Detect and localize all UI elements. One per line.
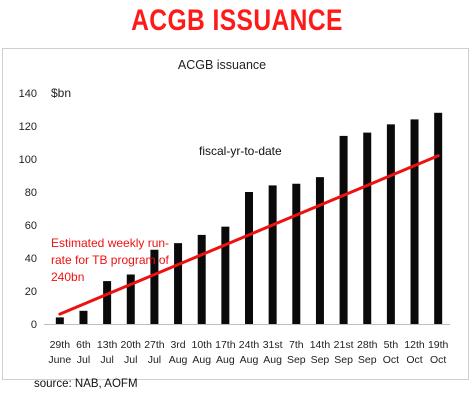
bar [315, 177, 324, 324]
bar [268, 185, 277, 324]
y-tick-label: 100 [19, 154, 37, 166]
x-tick-label: 7th Sep [287, 339, 306, 366]
x-tick-label: 5th Oct [383, 339, 399, 366]
headline: ACGB ISSUANCE [131, 4, 343, 37]
x-tick-label: 28th Sep [357, 339, 378, 366]
y-tick-label: 60 [25, 220, 37, 232]
annotation-run-rate: Estimated weekly run-rate for TB program… [51, 236, 169, 284]
bar [410, 119, 419, 325]
y-tick-label: 40 [25, 253, 37, 265]
y-tick-label: 140 [19, 88, 37, 100]
x-tick-label: 24th Aug [239, 339, 260, 366]
bar [245, 192, 253, 324]
x-tick-label: 6th Jul [76, 339, 91, 366]
x-tick-label: 14th Sep [310, 339, 331, 366]
annotation-run-rate-text: Estimated weekly run-rate for TB program… [51, 236, 169, 284]
y-tick-label: 20 [25, 286, 37, 298]
x-tick-label: 13th Jul [97, 339, 118, 366]
x-tick-label: 17th Aug [215, 339, 236, 366]
x-tick-label: 19th Oct [428, 339, 449, 366]
x-tick-label: 31st Aug [263, 339, 283, 366]
bar [79, 310, 88, 324]
annotation-fiscal-yr-to-date: fiscal-yr-to-date [199, 144, 282, 158]
x-tick-label: 20th Jul [121, 339, 142, 366]
x-tick-label: 27th Jul [144, 339, 165, 366]
bar [363, 132, 372, 324]
bar [434, 112, 443, 324]
y-tick-label: 0 [31, 319, 37, 331]
bar [197, 234, 206, 324]
bar [55, 317, 64, 324]
y-tick-label: 120 [19, 121, 37, 133]
bar [126, 274, 135, 324]
chart-title: ACGB issuance [178, 58, 266, 72]
bar [386, 124, 395, 324]
x-tick-label: 21st Sep [334, 339, 354, 366]
bar [292, 183, 301, 324]
bar [150, 249, 159, 324]
y-tick-labels: 0 20 40 60 80 100 120 140 [19, 88, 37, 331]
bars [55, 112, 443, 325]
x-tick-label: 10th Aug [191, 339, 212, 366]
bar [221, 226, 230, 324]
bar [174, 243, 183, 324]
source-note: source: NAB, AOFM [34, 378, 138, 390]
trend-line [58, 154, 440, 316]
x-tick-label: 3rd Aug [169, 339, 188, 366]
y-tick-label: 80 [25, 187, 37, 199]
bar [103, 281, 112, 324]
bar [339, 135, 348, 324]
y-axis-label: $bn [51, 86, 71, 100]
x-tick-label: 12th Oct [404, 339, 425, 366]
x-tick-label: 29th June [48, 339, 71, 366]
